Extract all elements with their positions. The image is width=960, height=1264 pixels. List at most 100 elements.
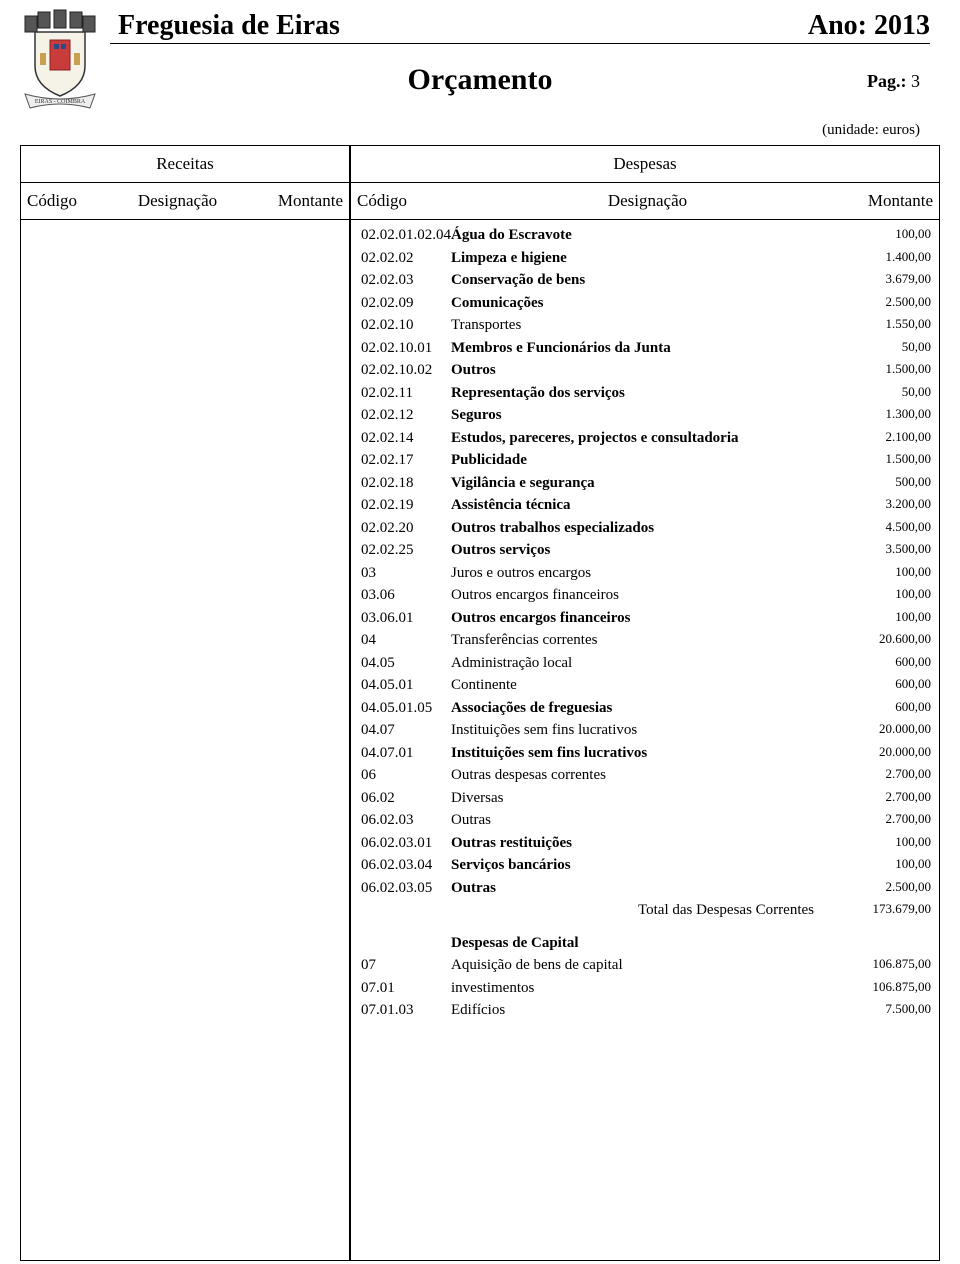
row-code: 02.02.01.02.04 (357, 224, 451, 247)
section-capital-header: Despesas de Capital (351, 932, 939, 955)
col-montante: Montante (264, 183, 349, 219)
table-row: 02.02.01.02.04Água do Escravote100,00 (351, 224, 939, 247)
row-designation: Serviços bancários (451, 854, 844, 877)
row-designation: Água do Escravote (451, 224, 844, 247)
table-row: 02.02.19Assistência técnica3.200,00 (351, 494, 939, 517)
row-amount: 1.300,00 (844, 404, 933, 427)
row-code: 07.01.03 (357, 999, 451, 1022)
row-amount: 1.500,00 (844, 449, 933, 472)
row-code: 02.02.12 (357, 404, 451, 427)
row-code: 02.02.17 (357, 449, 451, 472)
row-code: 02.02.25 (357, 539, 451, 562)
row-code: 02.02.03 (357, 269, 451, 292)
row-designation: Conservação de bens (451, 269, 844, 292)
row-amount: 1.500,00 (844, 359, 933, 382)
row-designation: Outros serviços (451, 539, 844, 562)
table-row: 04.07Instituições sem fins lucrativos20.… (351, 719, 939, 742)
row-code: 06.02 (357, 787, 451, 810)
row-code: 04.05.01 (357, 674, 451, 697)
row-amount: 2.700,00 (844, 809, 933, 832)
table-row: 04Transferências correntes20.600,00 (351, 629, 939, 652)
row-code: 02.02.10.02 (357, 359, 451, 382)
table-row: 02.02.14Estudos, pareceres, projectos e … (351, 427, 939, 450)
table-row: 02.02.03Conservação de bens3.679,00 (351, 269, 939, 292)
row-amount: 100,00 (844, 832, 933, 855)
row-designation: Administração local (451, 652, 844, 675)
row-code: 07.01 (357, 977, 451, 1000)
row-amount: 50,00 (844, 382, 933, 405)
row-amount: 1.400,00 (844, 247, 933, 270)
row-code: 06.02.03.05 (357, 877, 451, 900)
table-row: 07.01.03Edifícios7.500,00 (351, 999, 939, 1022)
row-code: 02.02.19 (357, 494, 451, 517)
section-capital-label: Despesas de Capital (451, 932, 844, 955)
budget-frame: Receitas Código Designação Montante Desp… (20, 145, 940, 1261)
receitas-column-headers: Código Designação Montante (21, 183, 349, 220)
row-designation: Publicidade (451, 449, 844, 472)
row-amount: 500,00 (844, 472, 933, 495)
table-row: 06.02.03.01Outras restituições100,00 (351, 832, 939, 855)
table-row: 06Outras despesas correntes2.700,00 (351, 764, 939, 787)
row-amount: 2.500,00 (844, 292, 933, 315)
table-row: 02.02.11Representação dos serviços50,00 (351, 382, 939, 405)
table-row: 06.02.03.04Serviços bancários100,00 (351, 854, 939, 877)
receitas-body (21, 220, 349, 1260)
row-amount: 3.200,00 (844, 494, 933, 517)
row-code: 06 (357, 764, 451, 787)
row-amount: 100,00 (844, 224, 933, 247)
row-code: 04.07 (357, 719, 451, 742)
row-amount: 4.500,00 (844, 517, 933, 540)
row-code: 03 (357, 562, 451, 585)
row-code (357, 932, 451, 955)
despesas-panel: Despesas Código Designação Montante 02.0… (351, 146, 939, 1260)
row-amount: 2.500,00 (844, 877, 933, 900)
row-designation: Transportes (451, 314, 844, 337)
row-code: 06.02.03.01 (357, 832, 451, 855)
row-designation: Outros trabalhos especializados (451, 517, 844, 540)
row-designation: Membros e Funcionários da Junta (451, 337, 844, 360)
row-amount: 600,00 (844, 697, 933, 720)
row-amount: 3.679,00 (844, 269, 933, 292)
table-row: 02.02.02Limpeza e higiene1.400,00 (351, 247, 939, 270)
freguesia-name: Freguesia de Eiras (118, 10, 340, 42)
row-designation: Comunicações (451, 292, 844, 315)
col-codigo: Código (351, 183, 451, 219)
row-code: 02.02.10 (357, 314, 451, 337)
row-amount: 600,00 (844, 652, 933, 675)
row-amount: 2.700,00 (844, 787, 933, 810)
total-correntes-row: Total das Despesas Correntes173.679,00 (351, 899, 939, 922)
row-code: 07 (357, 954, 451, 977)
row-amount: 2.100,00 (844, 427, 933, 450)
row-code: 04.05.01.05 (357, 697, 451, 720)
row-code: 02.02.14 (357, 427, 451, 450)
row-designation: Outras (451, 809, 844, 832)
row-code: 02.02.11 (357, 382, 451, 405)
col-codigo: Código (21, 183, 91, 219)
row-designation: Continente (451, 674, 844, 697)
row-designation: Outras despesas correntes (451, 764, 844, 787)
table-row: 06.02.03Outras2.700,00 (351, 809, 939, 832)
row-amount: 1.550,00 (844, 314, 933, 337)
table-row: 06.02Diversas2.700,00 (351, 787, 939, 810)
pag-num: 3 (911, 71, 920, 91)
row-designation: Outros (451, 359, 844, 382)
row-designation: Outras restituições (451, 832, 844, 855)
row-code (357, 899, 451, 922)
row-designation: Outras (451, 877, 844, 900)
row-amount: 3.500,00 (844, 539, 933, 562)
table-row: 03.06.01Outros encargos financeiros100,0… (351, 607, 939, 630)
table-row: 04.05Administração local600,00 (351, 652, 939, 675)
row-designation: Outros encargos financeiros (451, 584, 844, 607)
row-code: 03.06 (357, 584, 451, 607)
row-amount: 100,00 (844, 607, 933, 630)
row-amount: 20.600,00 (844, 629, 933, 652)
row-designation: Representação dos serviços (451, 382, 844, 405)
row-code: 06.02.03 (357, 809, 451, 832)
row-designation: Edifícios (451, 999, 844, 1022)
despesas-column-headers: Código Designação Montante (351, 183, 939, 220)
row-amount: 20.000,00 (844, 742, 933, 765)
row-designation: Instituições sem fins lucrativos (451, 719, 844, 742)
table-row: 02.02.10Transportes1.550,00 (351, 314, 939, 337)
row-designation: Vigilância e segurança (451, 472, 844, 495)
row-amount (844, 932, 933, 955)
